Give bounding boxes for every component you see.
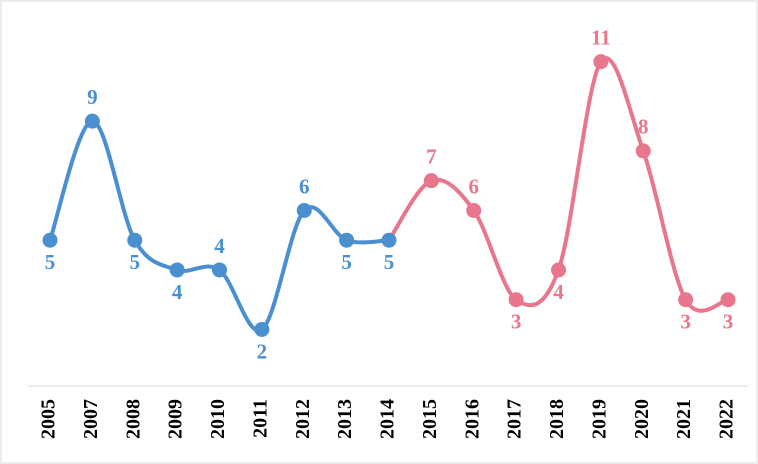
point [381, 232, 397, 248]
point [466, 202, 482, 218]
x-tick-label: 2007 [80, 399, 102, 439]
point [720, 292, 736, 308]
x-tick-label: 2017 [504, 399, 526, 439]
x-tick-label: 2013 [334, 399, 356, 439]
data-label: 4 [214, 234, 225, 258]
data-label: 7 [426, 144, 437, 168]
point [296, 202, 312, 218]
data-label: 5 [341, 250, 352, 274]
point [678, 292, 694, 308]
data-label: 9 [87, 85, 98, 109]
point [42, 232, 58, 248]
x-tick-label: 2008 [122, 399, 144, 439]
x-tick-label: 2020 [631, 399, 653, 439]
x-tick-label: 2005 [38, 399, 60, 439]
point [84, 113, 100, 129]
data-label: 5 [130, 250, 141, 274]
x-tick-label: 2019 [588, 399, 610, 439]
data-label: 8 [638, 115, 649, 139]
x-tick-label: 2015 [419, 399, 441, 439]
x-tick-label: 2009 [165, 399, 187, 439]
line [387, 56, 730, 313]
data-label: 5 [384, 250, 395, 274]
point [423, 173, 439, 189]
data-label: 6 [299, 174, 310, 198]
data-label: 2 [257, 339, 268, 363]
point [254, 321, 270, 337]
point [212, 262, 227, 278]
data-label: 3 [680, 310, 691, 334]
point [508, 292, 524, 308]
x-tick-label: 2021 [673, 399, 695, 439]
data-label: 4 [553, 280, 564, 304]
x-tick-label: 2018 [546, 399, 568, 439]
data-label: 3 [723, 310, 734, 334]
point [635, 143, 651, 159]
data-label: 4 [172, 280, 183, 304]
x-tick-label: 2010 [207, 399, 229, 439]
point [127, 232, 143, 248]
x-tick-label: 2022 [716, 399, 738, 439]
data-label: 6 [469, 174, 480, 198]
x-tick-label: 2016 [461, 399, 483, 439]
data-label: 3 [511, 310, 522, 334]
x-tick-label: 2012 [292, 399, 314, 439]
x-tick-label: 2014 [377, 399, 399, 439]
point [169, 262, 185, 278]
point [551, 262, 566, 278]
point [593, 54, 609, 70]
data-label: 11 [591, 25, 611, 49]
x-tick-label: 2011 [249, 399, 271, 438]
point [339, 232, 355, 248]
data-label: 5 [45, 250, 56, 274]
